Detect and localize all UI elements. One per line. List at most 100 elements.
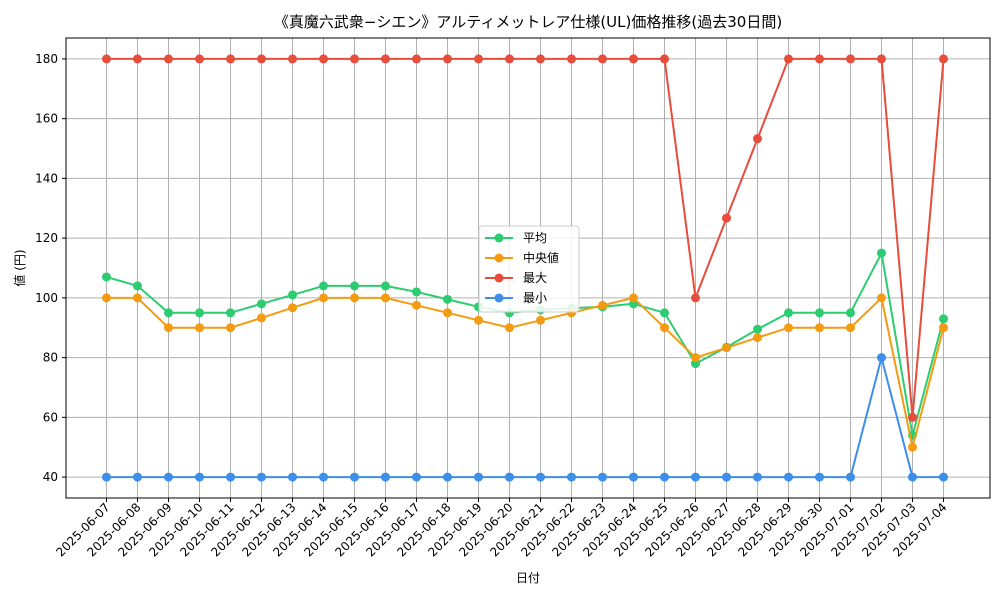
data-point [164, 472, 173, 482]
data-point [536, 54, 545, 64]
data-point [381, 293, 390, 303]
data-point [691, 472, 700, 482]
data-point [474, 472, 483, 482]
data-point [598, 300, 607, 310]
y-tick-label: 160 [35, 112, 58, 126]
data-point [846, 323, 855, 333]
data-point [505, 472, 514, 482]
data-point [288, 54, 297, 64]
data-point [753, 333, 762, 343]
series-group [102, 54, 948, 482]
legend-swatch-marker [494, 233, 504, 243]
data-point [784, 323, 793, 333]
data-point [195, 308, 204, 318]
data-point [443, 54, 452, 64]
y-tick-label: 40 [43, 470, 58, 484]
data-point [102, 272, 111, 282]
data-point [660, 323, 669, 333]
data-point [908, 442, 917, 452]
data-point [691, 293, 700, 303]
data-point [257, 299, 266, 309]
data-point [598, 54, 607, 64]
data-point [877, 293, 886, 303]
data-point [102, 472, 111, 482]
data-point [877, 353, 886, 363]
data-point [319, 54, 328, 64]
data-point [753, 134, 762, 144]
legend-label: 最小 [523, 291, 547, 305]
data-point [164, 308, 173, 318]
series-line [106, 57, 945, 418]
data-point [877, 248, 886, 258]
data-point [102, 54, 111, 64]
data-point [846, 54, 855, 64]
data-point [257, 54, 266, 64]
legend-box [478, 225, 580, 313]
data-point [474, 315, 483, 325]
legend-swatch-marker [494, 273, 504, 283]
data-point [226, 54, 235, 64]
data-point [288, 290, 297, 300]
data-point [257, 313, 266, 323]
data-point [629, 472, 638, 482]
series-line [106, 353, 944, 479]
x-axis: 2025-06-072025-06-082025-06-092025-06-10… [53, 498, 950, 559]
data-point [443, 308, 452, 318]
data-point [412, 287, 421, 297]
data-point [412, 472, 421, 482]
data-point [505, 323, 514, 333]
data-point [412, 54, 421, 64]
data-point [226, 323, 235, 333]
data-point [691, 353, 700, 363]
data-point [660, 472, 669, 482]
y-axis-label: 値 (円) [12, 249, 27, 286]
data-point [288, 303, 297, 313]
data-point [133, 472, 142, 482]
data-point [288, 472, 297, 482]
legend-label: 最大 [523, 271, 547, 285]
data-point [722, 213, 731, 223]
data-point [939, 54, 948, 64]
y-tick-label: 100 [35, 291, 58, 305]
data-point [815, 472, 824, 482]
data-point [815, 54, 824, 64]
data-point [939, 323, 948, 333]
data-point [567, 54, 576, 64]
data-point [412, 300, 421, 310]
data-point [908, 472, 917, 482]
grid [66, 38, 990, 498]
data-point [753, 324, 762, 334]
data-point [133, 54, 142, 64]
data-point [536, 472, 545, 482]
data-point [164, 54, 173, 64]
data-point [722, 343, 731, 353]
legend-swatch-marker [494, 253, 504, 263]
data-point [784, 472, 793, 482]
data-point [133, 293, 142, 303]
y-tick-label: 80 [43, 351, 58, 365]
data-point [164, 323, 173, 333]
data-point [195, 323, 204, 333]
x-axis-label: 日付 [516, 571, 540, 585]
data-point [257, 472, 266, 482]
data-point [536, 315, 545, 325]
data-point [102, 293, 111, 303]
data-point [350, 472, 359, 482]
data-point [567, 472, 576, 482]
data-point [443, 294, 452, 304]
series-最小 [102, 353, 948, 482]
data-point [474, 54, 483, 64]
data-point [846, 308, 855, 318]
series-line [106, 295, 945, 448]
data-point [784, 308, 793, 318]
data-point [350, 293, 359, 303]
data-point [846, 472, 855, 482]
data-point [598, 472, 607, 482]
chart-title: 《真魔六武衆−シエン》アルティメットレア仕様(UL)価格推移(過去30日間) [274, 13, 782, 31]
data-point [722, 472, 731, 482]
data-point [443, 472, 452, 482]
data-point [226, 308, 235, 318]
data-point [319, 472, 328, 482]
data-point [381, 281, 390, 291]
plot-frame [65, 37, 991, 499]
